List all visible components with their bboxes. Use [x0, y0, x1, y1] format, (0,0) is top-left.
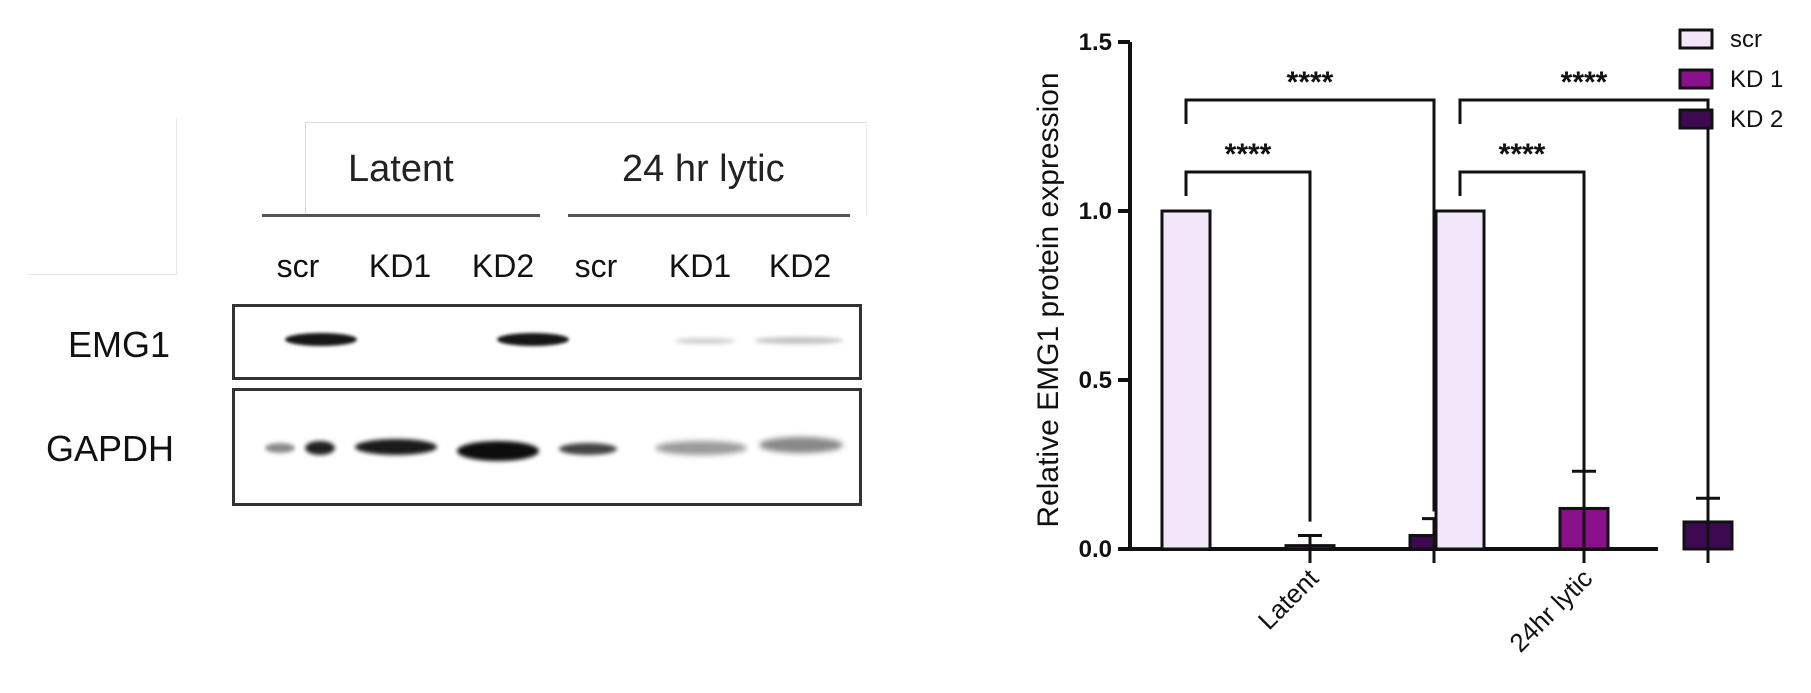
condition-header-box — [305, 122, 867, 215]
lane-label: KD1 — [668, 248, 732, 284]
lytic-bracket-line — [568, 214, 850, 217]
emg1-band — [755, 337, 843, 344]
emg1-band — [497, 333, 569, 346]
row-label-emg1: EMG1 — [68, 324, 171, 365]
gapdh-band — [457, 441, 539, 461]
condition-label-lytic: 24 hr lytic — [622, 148, 785, 190]
legend-swatch — [1678, 28, 1714, 50]
gapdh-band — [655, 441, 747, 455]
significance-label: **** — [1225, 138, 1272, 171]
x-tick-label: Latent — [1252, 562, 1325, 635]
y-tick-label: 1.5 — [1079, 29, 1112, 56]
lane-label: scr — [574, 248, 618, 284]
emg1-blot-strip — [232, 304, 862, 380]
x-tick-label: 24hr lytic — [1503, 563, 1598, 658]
significance-label: **** — [1499, 138, 1546, 171]
legend-label: scr — [1730, 26, 1762, 53]
y-axis-title: Relative EMG1 protein expression — [1032, 72, 1065, 527]
lane-label: KD1 — [368, 248, 432, 284]
lane-label: KD2 — [768, 248, 832, 284]
gapdh-band — [265, 443, 295, 453]
emg1-band — [285, 333, 357, 346]
legend-label: KD 1 — [1730, 66, 1783, 93]
gapdh-band — [759, 437, 843, 453]
gapdh-blot-strip — [232, 388, 862, 506]
condition-label-latent: Latent — [348, 148, 454, 190]
significance-bracket — [1458, 170, 1586, 485]
blank-corner-box — [28, 118, 177, 275]
western-blot-panel: Latent 24 hr lytic scr KD1 KD2 scr KD1 K… — [0, 0, 900, 688]
bar-scr — [1434, 209, 1486, 551]
gapdh-band — [355, 439, 437, 455]
significance-bracket — [1184, 98, 1436, 512]
y-tick-label: 1.0 — [1079, 198, 1112, 225]
emg1-band — [675, 338, 735, 344]
y-tick-label: 0.0 — [1079, 536, 1112, 563]
bar-chart: Relative EMG1 protein expression 0.0 0.5 1… — [1000, 0, 1811, 688]
gapdh-band — [559, 443, 617, 455]
legend-swatch — [1678, 108, 1714, 130]
y-tick-label: 0.5 — [1079, 367, 1112, 394]
legend-label: KD 2 — [1730, 106, 1783, 133]
row-label-gapdh: GAPDH — [46, 428, 175, 469]
gapdh-band — [305, 441, 335, 455]
significance-label: **** — [1287, 66, 1334, 99]
lane-label: KD2 — [471, 248, 535, 284]
legend-swatch — [1678, 68, 1714, 90]
significance-bracket — [1184, 170, 1312, 522]
significance-label: **** — [1561, 66, 1608, 99]
bar-scr — [1160, 209, 1212, 551]
significance-bracket — [1458, 98, 1710, 498]
latent-bracket-line — [262, 214, 540, 217]
lane-label: scr — [276, 248, 320, 284]
bar-chart-svg: Relative EMG1 protein expression 0.0 0.5 1… — [1032, 26, 1783, 658]
